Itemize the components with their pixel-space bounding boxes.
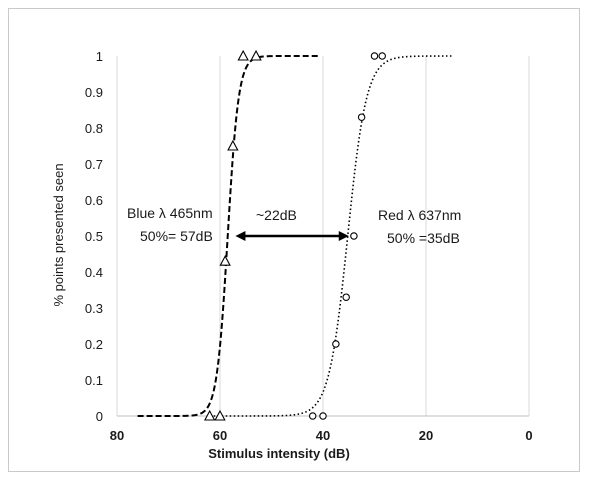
y-tick-label-1: 0.1 <box>85 373 103 388</box>
x-tick-labels: 80 60 40 20 0 <box>110 428 533 443</box>
difference-annotation: ~22dB <box>256 207 297 223</box>
blue-annotation-line2: 50%= 57dB <box>140 228 213 244</box>
point-s0-0 <box>203 409 216 421</box>
y-tick-label-10: 1 <box>96 49 103 64</box>
chart-frame: 80 60 40 20 0 0 0.1 0.2 0.3 0.4 0.5 0.6 0.7 0.8 0.9 1 … <box>8 8 580 472</box>
red-annotation-line1: Red λ 637nm <box>378 207 461 223</box>
y-tick-label-6: 0.6 <box>85 193 103 208</box>
fit-curve-series-1 <box>209 55 452 417</box>
point-s0-3 <box>227 139 239 151</box>
x-tick-label-2: 40 <box>316 428 330 443</box>
fit-curves <box>137 55 452 417</box>
y-tick-label-4: 0.4 <box>85 265 103 280</box>
y-tick-label-5: 0.5 <box>85 229 103 244</box>
red-annotation-line2: 50% =35dB <box>387 230 460 246</box>
point-s1-0 <box>308 412 317 420</box>
x-tick-label-3: 20 <box>419 428 433 443</box>
point-s1-7 <box>378 52 386 60</box>
x-axis-title: Stimulus intensity (dB) <box>208 446 350 461</box>
arrow-head-left <box>235 231 246 241</box>
x-tick-label-0: 80 <box>110 428 124 443</box>
y-tick-labels: 0 0.1 0.2 0.3 0.4 0.5 0.6 0.7 0.8 0.9 1 <box>85 49 103 424</box>
point-s0-5 <box>250 49 262 61</box>
point-s0-1 <box>214 409 226 421</box>
y-axis-title: % points presented seen <box>51 163 66 306</box>
arrow-head-right <box>338 231 349 241</box>
y-tick-label-7: 0.7 <box>85 157 103 172</box>
difference-arrow <box>235 231 349 241</box>
point-s1-2 <box>332 340 340 348</box>
y-tick-label-9: 0.9 <box>85 85 103 100</box>
blue-annotation-line1: Blue λ 465nm <box>127 205 213 221</box>
point-s0-4 <box>237 49 249 61</box>
point-s0-2 <box>219 255 231 266</box>
fit-curve-series-0 <box>137 55 318 417</box>
y-tick-label-2: 0.2 <box>85 337 103 352</box>
chart-svg: 80 60 40 20 0 00.10.20.30.40.50.60.70.80.91 … <box>51 49 533 461</box>
point-s1-4 <box>350 232 358 240</box>
y-tick-label-8: 0.8 <box>85 121 103 136</box>
point-s1-5 <box>357 113 366 121</box>
x-tick-label-1: 60 <box>213 428 227 443</box>
data-points <box>203 49 386 421</box>
y-tick-label-0: 0 <box>96 409 103 424</box>
point-s1-6 <box>370 52 379 60</box>
point-s1-3 <box>342 293 350 301</box>
point-s1-1 <box>319 412 327 420</box>
y-tick-label-3: 0.3 <box>85 301 103 316</box>
x-tick-label-4: 0 <box>525 428 532 443</box>
